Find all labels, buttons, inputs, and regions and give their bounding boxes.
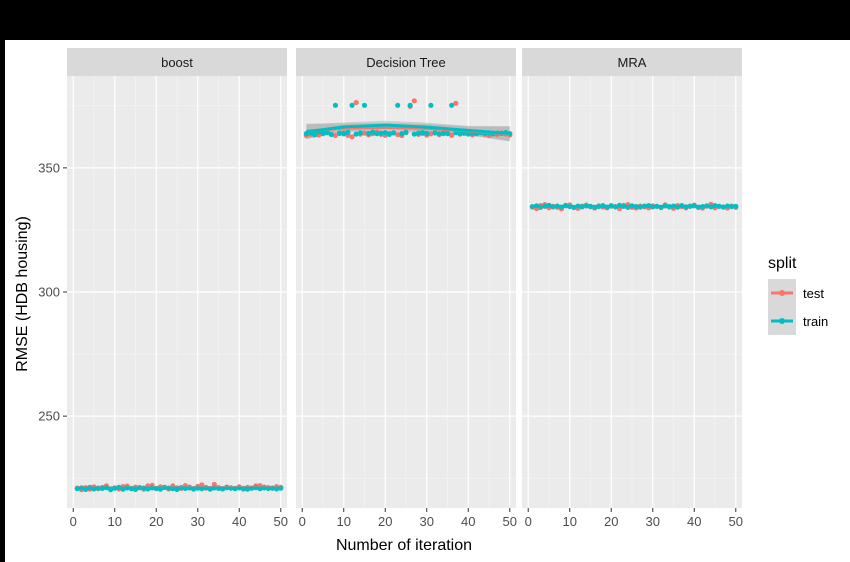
point-train	[432, 130, 438, 136]
point-train	[444, 131, 451, 137]
point-train	[336, 130, 343, 136]
point-test	[449, 132, 455, 138]
x-tick-label: 10	[337, 514, 351, 529]
x-tick-label: 40	[461, 514, 475, 529]
x-tick-label: 20	[149, 514, 163, 529]
facet-strip-label: MRA	[618, 55, 647, 70]
point-train	[382, 130, 388, 136]
x-tick-label: 40	[232, 514, 246, 529]
facet-strip-label: boost	[161, 55, 193, 70]
point-train	[324, 130, 330, 136]
point-train	[332, 102, 339, 108]
point-train	[399, 131, 405, 137]
smooth-line-train	[306, 123, 510, 136]
point-train	[465, 131, 471, 137]
point-test	[332, 132, 339, 139]
top-black-band	[0, 0, 850, 40]
point-train	[341, 131, 347, 137]
point-train	[457, 130, 463, 136]
point-train	[415, 130, 422, 136]
y-tick-label: 300	[38, 285, 60, 300]
facet-strip-mra	[522, 48, 742, 76]
x-tick-label: 30	[646, 514, 660, 529]
facet-strip-label: Decision Tree	[366, 55, 445, 70]
point-test	[361, 130, 368, 136]
point-train	[407, 102, 413, 108]
point-test	[428, 131, 434, 137]
legend-key-point-train	[779, 318, 785, 324]
y-axis: 250 300 350	[38, 160, 67, 424]
x-tick-label: 30	[191, 514, 205, 529]
point-train	[378, 130, 384, 136]
point-train	[395, 102, 401, 108]
point-train	[436, 131, 442, 137]
x-tick-label: 50	[729, 514, 743, 529]
x-tick-label: 50	[274, 514, 288, 529]
x-axes: 0 10 20 30 40 50 0 10 20 30 40 50 0 10 20 30 40 50	[70, 508, 743, 529]
facet-strip-decision-tree	[296, 48, 516, 76]
x-tick-label: 50	[503, 514, 517, 529]
x-tick-label: 0	[299, 514, 306, 529]
point-train	[312, 132, 318, 138]
legend-key-point-test	[779, 290, 785, 296]
point-train	[361, 102, 368, 108]
point-train	[386, 131, 392, 137]
facet-mra: MRA	[522, 48, 742, 508]
point-test	[411, 98, 417, 104]
facet-boost: boost	[67, 48, 287, 508]
point-test	[353, 99, 359, 106]
point-train	[328, 131, 334, 137]
point-train	[370, 129, 376, 135]
point-train	[357, 130, 363, 136]
x-tick-label: 10	[108, 514, 122, 529]
point-train	[366, 130, 372, 136]
point-train	[403, 129, 409, 135]
point-train	[320, 130, 326, 136]
legend: split test train	[768, 255, 828, 335]
point-test	[395, 131, 401, 138]
point-train	[390, 130, 397, 136]
point-train	[374, 131, 380, 137]
x-tick-label: 20	[604, 514, 618, 529]
x-axis-title: Number of iteration	[336, 537, 472, 554]
point-train	[420, 130, 426, 136]
facet-panels: boost Decision Tree MRA	[67, 48, 742, 508]
point-test	[349, 134, 355, 140]
y-axis-title: RMSE (HDB housing)	[14, 216, 31, 372]
point-train	[428, 102, 434, 108]
point-train	[424, 130, 430, 136]
legend-title: split	[768, 255, 797, 272]
legend-label-test: test	[803, 286, 824, 301]
x-tick-label: 30	[420, 514, 434, 529]
legend-label-train: train	[803, 314, 828, 329]
point-train	[440, 130, 446, 136]
point-train	[411, 131, 417, 137]
x-tick-label: 0	[525, 514, 532, 529]
facet-strip-boost	[67, 48, 287, 76]
y-tick-label: 250	[38, 409, 60, 424]
point-train	[449, 102, 455, 108]
facet-decision-tree: Decision Tree	[296, 48, 516, 508]
point-train	[353, 131, 359, 137]
point-train	[349, 102, 355, 108]
x-tick-label: 20	[378, 514, 392, 529]
y-tick-label: 350	[38, 160, 60, 175]
x-tick-label: 40	[687, 514, 701, 529]
point-test	[453, 100, 459, 106]
x-tick-label: 10	[563, 514, 577, 529]
point-train	[345, 129, 351, 135]
x-tick-label: 0	[70, 514, 77, 529]
